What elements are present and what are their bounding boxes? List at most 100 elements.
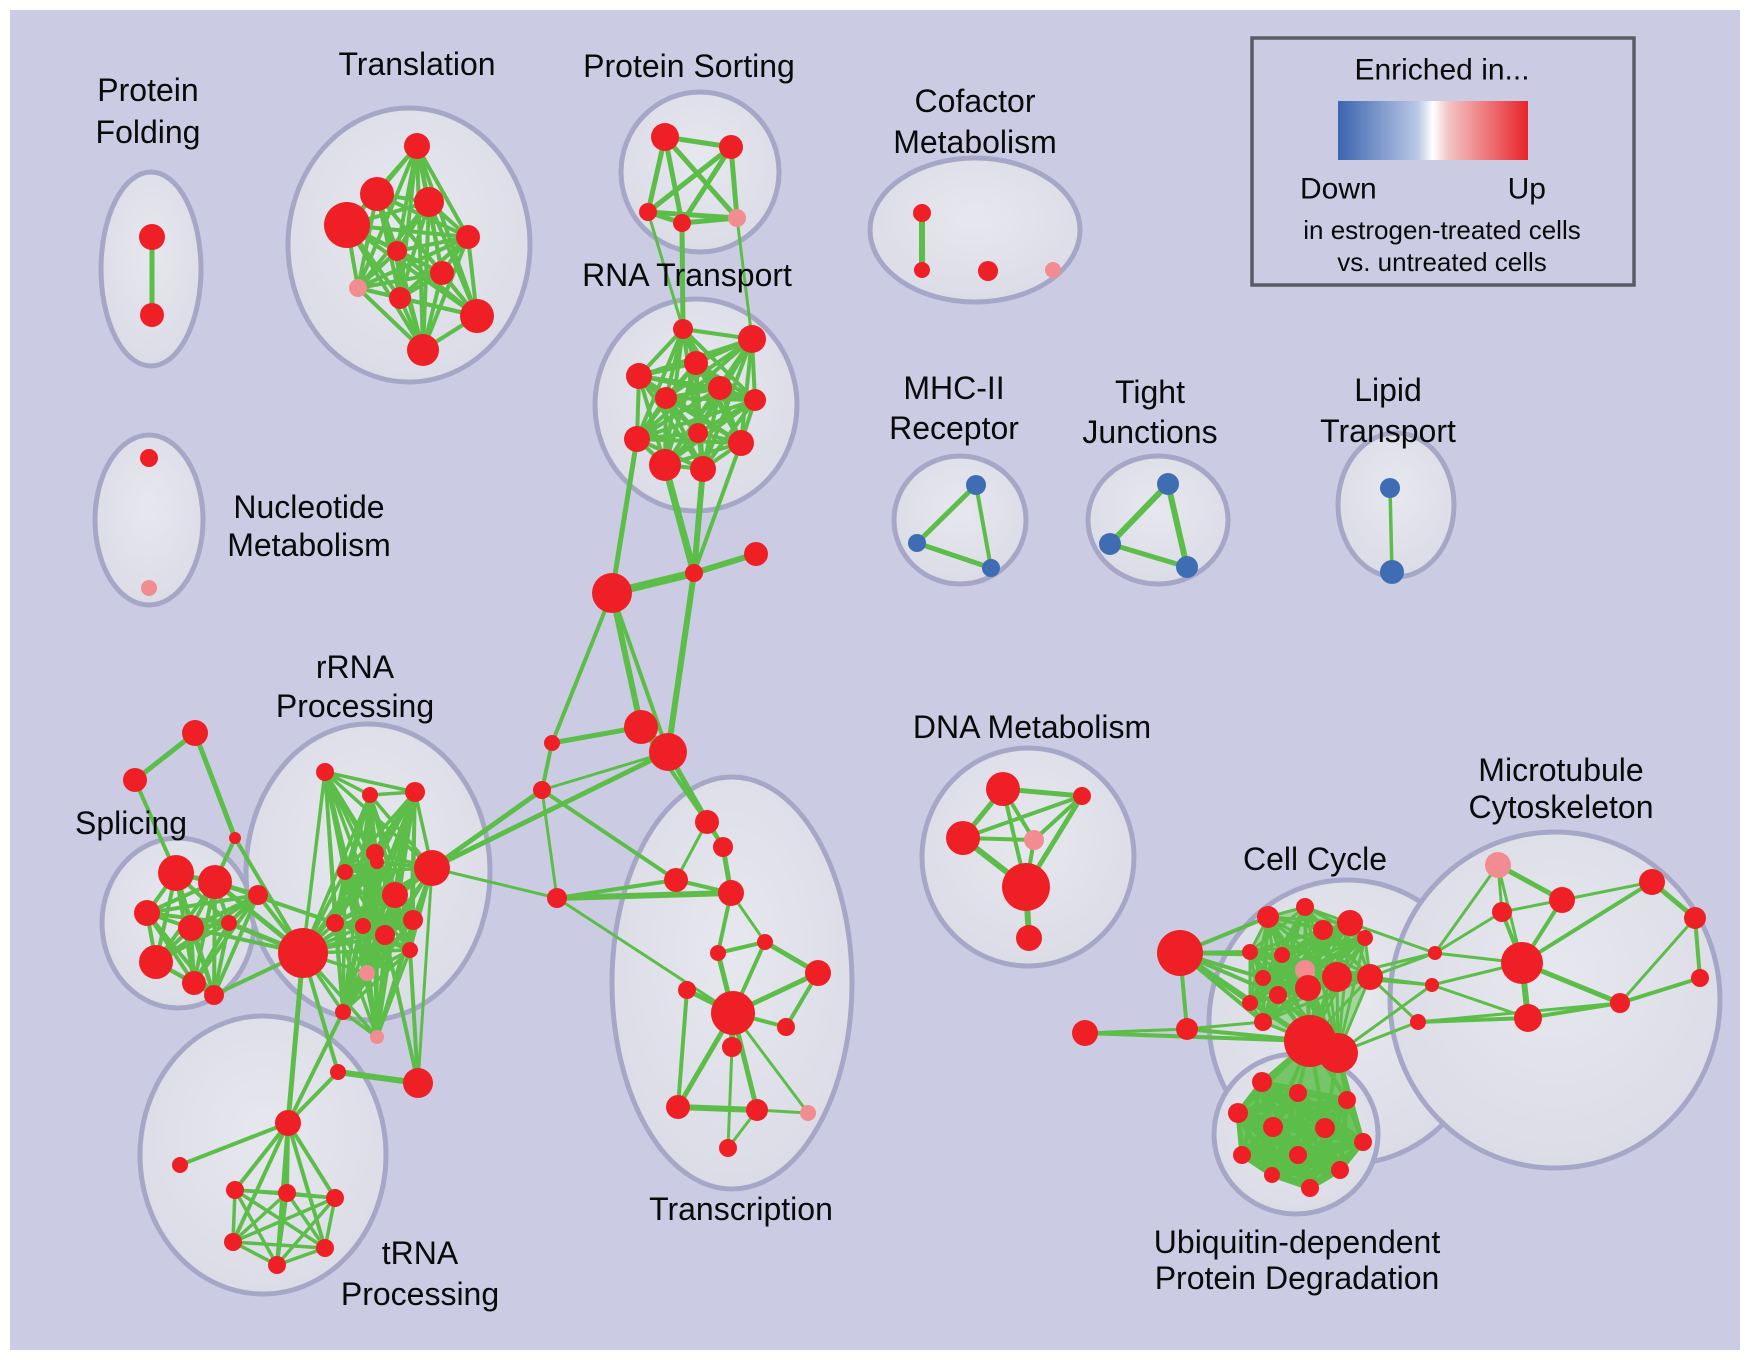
gene-set-node xyxy=(1295,975,1321,1001)
edge xyxy=(421,235,470,352)
gene-set-node xyxy=(248,885,268,905)
cluster-ellipse-microtubule-cytoskeleton xyxy=(1387,829,1723,1171)
legend-title: Enriched in... xyxy=(1354,54,1529,87)
gene-set-node xyxy=(1269,986,1287,1004)
edge xyxy=(635,437,743,445)
cluster-ellipse-cofactor-metabolism xyxy=(867,155,1083,305)
edge xyxy=(1185,1020,1265,1031)
gene-set-node xyxy=(1315,1118,1335,1138)
edge xyxy=(1239,1125,1328,1158)
edge xyxy=(333,921,379,1039)
gene-set-node xyxy=(673,319,693,339)
gene-set-node xyxy=(1296,898,1314,916)
gene-set-node xyxy=(1301,1179,1319,1197)
edge xyxy=(1083,1027,1189,1035)
edge xyxy=(1433,910,1504,955)
gene-set-node xyxy=(430,261,454,285)
legend-caption-line-2: vs. untreated cells xyxy=(1337,247,1547,277)
gene-set-node xyxy=(547,888,567,908)
gene-set-node xyxy=(728,430,754,456)
gene-set-node xyxy=(316,763,334,781)
edge xyxy=(343,790,417,874)
edge xyxy=(609,436,640,596)
edge xyxy=(661,461,698,577)
gene-set-node xyxy=(370,1030,384,1044)
gene-set-node xyxy=(268,1256,286,1274)
cluster-label-protein-sorting: Protein Sorting xyxy=(583,48,795,84)
gene-set-node xyxy=(649,449,681,481)
edge xyxy=(1248,921,1352,954)
legend-down-label: Down xyxy=(1300,173,1377,206)
gene-set-node xyxy=(403,1068,433,1098)
gene-set-node xyxy=(224,1233,242,1251)
gene-set-node xyxy=(359,965,375,981)
gene-set-node xyxy=(139,945,173,979)
cluster-label-protein-folding: Folding xyxy=(96,114,201,150)
gene-set-node xyxy=(1357,964,1383,990)
cluster-label-mhc-ii-receptor: Receptor xyxy=(889,410,1019,446)
edge xyxy=(356,144,419,290)
gene-set-node xyxy=(1610,993,1630,1013)
edge xyxy=(231,1121,290,1244)
edge xyxy=(231,1191,289,1244)
edge xyxy=(333,921,369,975)
gene-set-node xyxy=(1357,930,1373,946)
edge xyxy=(1526,1001,1622,1020)
cluster-label-rna-transport: RNA Transport xyxy=(582,257,792,293)
gene-set-node xyxy=(1380,560,1404,584)
edge xyxy=(635,327,685,441)
gene-set-node xyxy=(402,942,418,958)
gene-set-node xyxy=(1233,1146,1251,1164)
edge xyxy=(692,441,743,575)
edge xyxy=(1520,880,1654,965)
gene-set-node xyxy=(966,475,986,495)
edge xyxy=(1433,863,1500,955)
edge xyxy=(356,271,444,290)
cluster-label-nucleotide-metabolism: Nucleotide xyxy=(233,489,384,525)
edge xyxy=(192,730,238,841)
gene-set-node xyxy=(664,868,688,892)
gene-set-node xyxy=(134,900,160,926)
edge xyxy=(1280,936,1367,957)
gene-set-node xyxy=(337,864,353,880)
gene-set-node xyxy=(1338,1091,1356,1109)
gene-set-node xyxy=(673,214,691,232)
edge xyxy=(679,220,686,332)
gene-set-node xyxy=(626,363,652,389)
gene-set-node xyxy=(946,821,980,855)
gene-set-node xyxy=(1318,1033,1358,1073)
edge xyxy=(701,398,757,471)
gene-set-node xyxy=(335,1004,351,1020)
gene-set-node xyxy=(198,865,232,899)
gene-set-node xyxy=(708,376,732,400)
edge xyxy=(1269,1139,1366,1178)
gene-set-node xyxy=(158,855,194,891)
gene-set-node xyxy=(978,261,998,281)
edge xyxy=(1261,975,1372,1024)
gene-set-node xyxy=(1255,970,1271,986)
edge xyxy=(429,787,545,871)
cluster-label-microtubule-cytoskeleton: Cytoskeleton xyxy=(1469,789,1654,825)
edge xyxy=(554,890,734,901)
gene-set-node xyxy=(324,202,370,248)
edge xyxy=(739,337,754,445)
gene-set-node xyxy=(140,449,158,467)
gene-set-node xyxy=(355,918,371,934)
edge xyxy=(430,866,559,900)
gene-set-node xyxy=(330,1064,346,1080)
gene-set-node xyxy=(1242,995,1258,1011)
edge xyxy=(415,144,470,239)
gene-set-node xyxy=(908,534,926,552)
gene-set-node xyxy=(777,1018,795,1036)
gene-set-node xyxy=(405,782,425,802)
edge xyxy=(679,144,734,226)
cluster-label-trna-processing: Processing xyxy=(341,1276,499,1312)
edge xyxy=(914,482,979,546)
gene-set-node xyxy=(123,768,147,792)
cluster-label-lipid-transport: Transport xyxy=(1320,413,1456,449)
edge xyxy=(961,794,1084,840)
cluster-label-cell-cycle: Cell Cycle xyxy=(1243,841,1387,877)
cluster-ellipse-mhc-ii-receptor xyxy=(891,453,1029,587)
edge xyxy=(341,948,412,1014)
